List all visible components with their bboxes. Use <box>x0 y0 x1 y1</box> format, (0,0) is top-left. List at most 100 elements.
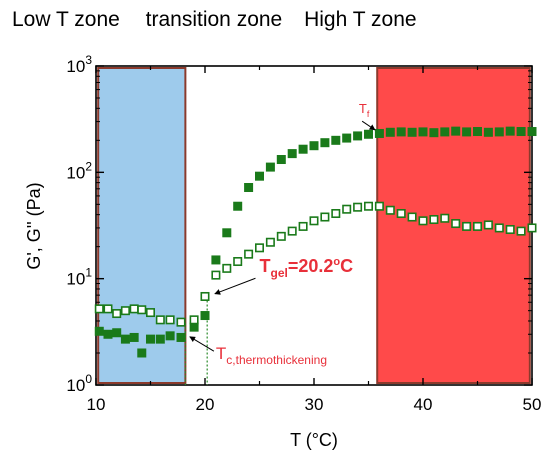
g-prime-point <box>473 127 482 137</box>
g-double-prime-point <box>494 223 504 233</box>
g-double-prime-point <box>320 212 330 222</box>
g-double-prime-point <box>120 306 130 316</box>
g-prime-point <box>103 329 113 339</box>
tf-label: Tf <box>359 101 370 119</box>
series-loss-modulus <box>94 201 537 327</box>
g-double-prime-point <box>189 315 199 325</box>
y-tick-label: 103 <box>66 53 92 76</box>
g-prime-point <box>320 138 330 148</box>
g-double-prime-point <box>363 201 373 211</box>
zone-header: Low T zone transition zone High T zone <box>12 8 417 31</box>
g-double-prime-point <box>233 257 243 267</box>
g-prime-point <box>418 127 428 137</box>
g-prime-point <box>222 228 232 238</box>
g-double-prime-point <box>527 223 537 233</box>
x-tick-label: 20 <box>196 395 215 414</box>
g-double-prime-point <box>309 216 319 226</box>
g-prime-point <box>189 322 199 332</box>
g-prime-point <box>146 334 155 344</box>
g-double-prime-point <box>418 216 428 226</box>
g-double-prime-point <box>429 215 439 225</box>
g-double-prime-point <box>298 221 308 231</box>
g-prime-point <box>331 135 341 145</box>
x-tick-label: 40 <box>414 395 433 414</box>
y-ticks: 100 101 102 103 <box>66 53 532 395</box>
g-prime-point <box>233 201 243 211</box>
g-prime-point <box>396 127 406 137</box>
g-prime-point <box>255 171 264 181</box>
g-prime-point <box>462 127 472 137</box>
g-prime-point <box>137 348 147 358</box>
y-tick-label: 100 <box>66 372 92 395</box>
g-double-prime-point <box>505 224 515 234</box>
g-prime-point <box>516 127 526 137</box>
g-prime-point <box>155 334 165 344</box>
g-double-prime-point <box>331 209 341 219</box>
g-double-prime-point <box>211 270 221 280</box>
x-axis-label: T (°C) <box>290 430 338 450</box>
g-prime-point <box>129 332 139 342</box>
g-prime-point <box>287 149 297 159</box>
y-tick-label: 102 <box>66 159 92 182</box>
g-double-prime-point <box>222 263 232 273</box>
g-prime-point <box>120 334 130 344</box>
g-prime-point <box>309 141 319 151</box>
g-prime-point <box>276 155 286 165</box>
g-prime-point <box>342 133 352 143</box>
g-double-prime-point <box>440 213 450 223</box>
g-double-prime-point <box>200 291 210 301</box>
g-double-prime-point <box>353 202 363 212</box>
g-prime-point <box>112 328 122 338</box>
g-double-prime-point <box>255 243 265 253</box>
g-prime-point <box>94 326 104 336</box>
g-prime-point <box>527 127 537 137</box>
tf-arrow <box>361 120 376 131</box>
g-prime-point <box>483 127 493 137</box>
g-prime-point <box>244 183 254 193</box>
tc-label: Tc,thermothickening <box>216 344 327 367</box>
g-prime-point <box>165 331 175 341</box>
g-double-prime-point <box>165 315 175 325</box>
x-tick-label: 50 <box>523 395 542 414</box>
annotations: Tf Tgel=20.2oC Tc,thermothickening <box>189 101 376 367</box>
reference-lines <box>184 296 208 385</box>
g-prime-point <box>298 144 308 154</box>
series-storage-modulus <box>94 126 537 358</box>
g-double-prime-point <box>516 226 526 236</box>
g-prime-point <box>200 311 210 321</box>
g-prime-point <box>265 162 275 172</box>
zone-low-label: Low T zone <box>12 8 120 31</box>
g-double-prime-point <box>483 220 493 230</box>
g-double-prime-point <box>244 249 254 259</box>
g-prime-point <box>374 128 384 138</box>
g-double-prime-point <box>265 237 275 247</box>
y-tick-label: 101 <box>66 266 92 289</box>
g-prime-point <box>429 128 439 138</box>
g-double-prime-point <box>287 226 297 236</box>
g-double-prime-point <box>396 209 406 219</box>
g-double-prime-point <box>176 317 186 327</box>
tc-arrow <box>189 336 215 352</box>
g-prime-point <box>176 332 186 342</box>
g-prime-point <box>385 127 395 137</box>
g-double-prime-point <box>407 212 417 222</box>
zone-transition-label: transition zone <box>146 8 283 31</box>
g-double-prime-point <box>342 204 352 214</box>
x-tick-label: 10 <box>87 395 106 414</box>
y-axis-label: G', G'' (Pa) <box>24 182 44 269</box>
g-prime-point <box>440 127 450 137</box>
g-prime-point <box>505 126 515 136</box>
g-double-prime-point <box>94 304 104 314</box>
g-double-prime-point <box>374 201 384 211</box>
g-prime-point <box>353 131 363 141</box>
g-prime-point <box>364 129 373 139</box>
x-ticks: 10 20 30 40 50 <box>87 66 542 414</box>
g-double-prime-point <box>103 304 113 314</box>
g-prime-point <box>451 126 461 136</box>
g-prime-point <box>494 127 504 137</box>
g-double-prime-point <box>462 221 472 231</box>
zone-high-label: High T zone <box>304 8 416 31</box>
g-double-prime-point <box>146 308 156 318</box>
g-double-prime-point <box>112 309 122 319</box>
